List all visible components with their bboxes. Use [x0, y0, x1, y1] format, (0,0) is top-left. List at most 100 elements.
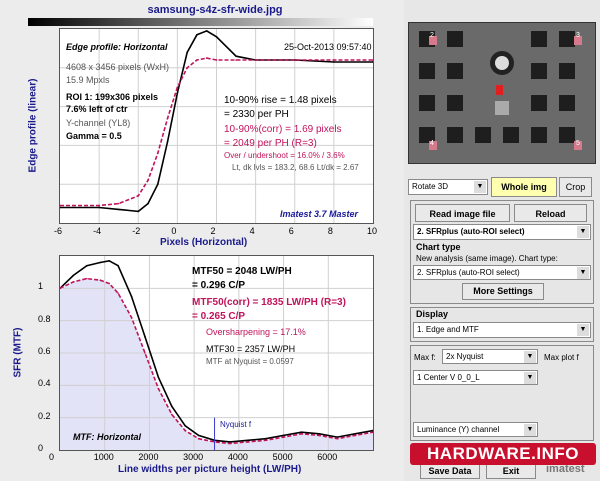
data-point — [130, 295, 133, 298]
data-point — [184, 424, 186, 427]
mtf-plot — [59, 255, 374, 451]
data-point — [144, 352, 146, 354]
edge-xtick-label: 2 — [210, 226, 216, 236]
data-point — [282, 434, 285, 437]
whole-img-button[interactable]: Whole img — [491, 177, 557, 197]
data-point — [170, 413, 173, 416]
data-point — [130, 316, 133, 319]
roi-label-3: 3 — [576, 32, 580, 39]
chart-type-desc: New analysis (same image). Chart type: — [416, 254, 558, 263]
mtf-ytick-label: 0 — [38, 443, 44, 453]
data-point — [72, 281, 75, 283]
chart-type-select[interactable]: 2. SFRplus (auto-ROI select) ▼ — [413, 265, 591, 280]
data-point — [184, 429, 186, 432]
data-point — [235, 55, 237, 57]
data-point — [197, 437, 200, 440]
data-point — [166, 140, 169, 143]
chart-square — [559, 95, 575, 111]
data-point — [117, 264, 119, 267]
mtf-ytick-label: 0.4 — [38, 378, 51, 389]
data-point — [354, 433, 356, 435]
data-point — [157, 183, 159, 185]
edge-xtick-label: 0 — [171, 226, 177, 236]
thumbnail-chart-svg — [409, 23, 595, 163]
mtf-xtick-label: 1000 — [93, 452, 114, 462]
read-image-file-button[interactable]: Read image file — [415, 204, 510, 222]
save-data-button[interactable]: Save Data — [420, 463, 480, 479]
mtf-chart — [60, 256, 373, 450]
data-point — [117, 202, 120, 205]
data-point — [86, 277, 88, 280]
rotate-select[interactable]: Rotate 3D ▼ — [408, 179, 488, 195]
roi-select[interactable]: 1 Center V 0_0_L ▼ — [413, 370, 538, 385]
image-thumbnail[interactable] — [408, 22, 596, 164]
chevron-down-icon: ▼ — [524, 372, 536, 384]
data-point — [166, 117, 169, 120]
mtf-ytick-label: 1 — [38, 281, 44, 292]
chart-type-title: Chart type — [416, 242, 461, 252]
reload-button[interactable]: Reload — [514, 204, 587, 222]
data-point — [247, 439, 249, 442]
data-point — [205, 57, 208, 59]
data-point — [186, 67, 188, 69]
maxf-select-value: 2x Nyquist — [446, 352, 484, 361]
edge-xtick-label: -2 — [132, 226, 141, 236]
data-point — [229, 441, 231, 443]
data-point — [72, 274, 75, 277]
data-point — [254, 59, 257, 61]
data-point — [147, 179, 149, 182]
roi-label-2: 2 — [430, 32, 434, 39]
data-point — [60, 206, 61, 209]
analysis-select[interactable]: 2. SFRplus (auto-ROI select) ▼ — [413, 224, 591, 240]
chart-square — [559, 31, 575, 47]
edge-watermark: Imatest 3.7 Master — [280, 209, 359, 219]
chart-type-select-value: 2. SFRplus (auto-ROI select) — [417, 268, 520, 277]
edge-levels: Lt, dk lvls = 183.2, 68.6 Lt/dk = 2.67 — [232, 163, 359, 172]
chevron-down-icon: ▼ — [474, 181, 486, 193]
chevron-down-icon: ▼ — [524, 424, 536, 436]
chart-square — [559, 63, 575, 79]
data-point — [137, 210, 140, 213]
data-point — [247, 441, 249, 443]
display-title: Display — [416, 309, 449, 319]
chart-square — [503, 127, 519, 143]
edge-profile-plot — [59, 28, 374, 224]
data-point — [196, 59, 198, 61]
crop-button[interactable]: Crop — [559, 177, 592, 197]
edge-xtick-label: -6 — [54, 226, 63, 236]
mtf-ytick-label: 0.6 — [38, 346, 51, 356]
mtf-xtick-label: 2000 — [138, 452, 159, 462]
data-point — [98, 206, 100, 209]
window-title: samsung-s4z-sfr-wide.jpg — [147, 4, 283, 16]
data-point — [176, 92, 179, 94]
mtf-xtick-label: 4000 — [227, 452, 248, 462]
data-point — [170, 405, 173, 408]
mtf-xtick-label: 5000 — [272, 452, 293, 462]
maxf-label: Max f: — [414, 353, 436, 362]
chart-square — [559, 127, 575, 143]
display-select[interactable]: 1. Edge and MTF ▼ — [413, 322, 591, 338]
data-point — [372, 431, 373, 434]
data-point — [99, 261, 102, 264]
edge-timestamp: 25-Oct-2013 09:57:40 — [284, 42, 372, 52]
edge-info-mpx: 15.9 Mpxls — [66, 75, 110, 85]
chart-square — [531, 95, 547, 111]
more-settings-button[interactable]: More Settings — [462, 283, 544, 300]
data-point — [197, 434, 200, 437]
data-point — [293, 59, 296, 61]
data-point — [86, 264, 88, 267]
exit-button[interactable]: Exit — [486, 463, 536, 479]
data-point — [264, 437, 267, 440]
mtf-area-fill — [60, 278, 373, 450]
data-point — [60, 204, 61, 207]
data-point — [98, 204, 100, 207]
maxf-select[interactable]: 2x Nyquist ▼ — [442, 349, 538, 364]
channel-select[interactable]: Luminance (Y) channel ▼ — [413, 422, 538, 437]
data-point — [264, 439, 267, 442]
mtf-heading: MTF: Horizontal — [73, 432, 141, 442]
chart-square — [447, 63, 463, 79]
data-point — [300, 431, 303, 434]
edge-rise-ph: = 2330 per PH — [224, 109, 289, 120]
mtf-xtick-label: 3000 — [183, 452, 204, 462]
chevron-down-icon: ▼ — [524, 351, 536, 363]
